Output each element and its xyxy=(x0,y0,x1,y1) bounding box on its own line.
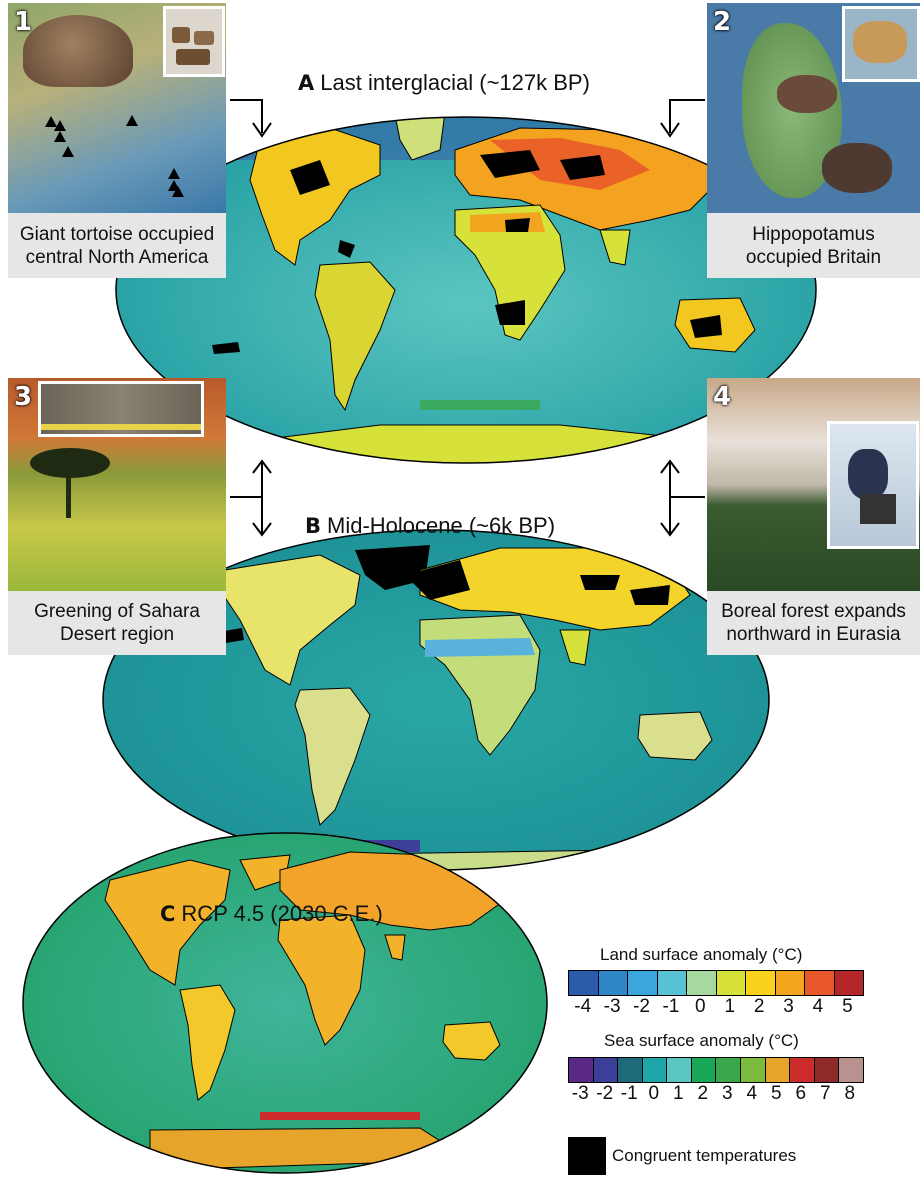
photo-number-2: 2 xyxy=(713,7,732,37)
photo-panel-2: 2 Hippopotamus occupied Britain xyxy=(707,3,920,278)
fossil-inset xyxy=(163,6,225,77)
land-swatch-1 xyxy=(598,971,628,995)
land-tick-5: 1 xyxy=(724,996,736,1017)
land-swatch-0 xyxy=(569,971,599,995)
arrows xyxy=(230,99,705,537)
land-swatch-5 xyxy=(716,971,746,995)
sea-swatch-8 xyxy=(765,1058,791,1082)
sea-swatch-2 xyxy=(618,1058,643,1082)
title-a: A Last interglacial (~127k BP) xyxy=(298,70,590,95)
photo-panel-4: 4 Boreal forest expands northward in Eura… xyxy=(707,378,920,655)
land-tick-3: -1 xyxy=(662,996,680,1017)
hippo-skull-inset xyxy=(842,6,920,82)
land-swatch-4 xyxy=(687,971,717,995)
caption-3: Greening of Sahara Desert region xyxy=(8,591,226,655)
land-color-scale xyxy=(568,970,864,996)
land-swatch-3 xyxy=(657,971,687,995)
hippo-shape-2 xyxy=(822,143,892,193)
photo-number-3: 3 xyxy=(14,382,33,412)
caption-1: Giant tortoise occupied central North Ame… xyxy=(8,213,226,278)
land-tick-9: 5 xyxy=(842,996,853,1017)
land-tick-4: 0 xyxy=(695,996,706,1017)
sea-tick-9: 6 xyxy=(795,1083,807,1104)
sea-swatch-1 xyxy=(593,1058,619,1082)
field-researcher-inset xyxy=(827,421,919,549)
caption-2: Hippopotamus occupied Britain xyxy=(707,213,920,278)
sediment-core-inset xyxy=(38,381,204,437)
sea-tick-1: -2 xyxy=(596,1083,614,1104)
sea-swatch-0 xyxy=(569,1058,594,1082)
sea-swatch-3 xyxy=(642,1058,668,1082)
land-swatch-8 xyxy=(805,971,835,995)
sea-swatch-6 xyxy=(716,1058,742,1082)
land-tick-labels: -4 -3 -2 -1 0 1 2 3 4 5 xyxy=(568,996,862,1018)
congruent-swatch xyxy=(568,1137,606,1175)
land-swatch-7 xyxy=(775,971,805,995)
sea-color-scale xyxy=(568,1057,864,1083)
title-b: B Mid-Holocene (~6k BP) xyxy=(305,513,556,538)
sea-tick-6: 3 xyxy=(721,1083,733,1104)
map-a-north-america xyxy=(249,127,381,266)
land-tick-7: 3 xyxy=(783,996,794,1017)
land-legend-title: Land surface anomaly (°C) xyxy=(600,945,803,964)
congruent-label: Congruent temperatures xyxy=(612,1146,797,1165)
sea-swatch-11 xyxy=(839,1058,863,1082)
site-markers xyxy=(45,115,184,197)
land-tick-6: 2 xyxy=(753,996,765,1017)
map-c-north-america xyxy=(104,859,231,986)
sea-tick-8: 5 xyxy=(770,1083,782,1104)
land-swatch-2 xyxy=(628,971,658,995)
map-b-north-america xyxy=(219,554,361,686)
sea-tick-labels: -3 -2 -1 0 1 2 3 4 5 6 7 8 xyxy=(568,1083,862,1105)
sea-tick-10: 7 xyxy=(819,1083,831,1104)
caption-4: Boreal forest expands northward in Eurasi… xyxy=(707,591,920,655)
sea-swatch-5 xyxy=(691,1058,717,1082)
sea-swatch-4 xyxy=(667,1058,692,1082)
sea-swatch-9 xyxy=(790,1058,815,1082)
sea-tick-0: -3 xyxy=(571,1083,589,1104)
tortoise-shape xyxy=(23,15,133,87)
sea-legend-title: Sea surface anomaly (°C) xyxy=(604,1031,799,1050)
land-swatch-9 xyxy=(834,971,863,995)
sea-tick-5: 2 xyxy=(697,1083,709,1104)
sea-tick-3: 0 xyxy=(648,1083,660,1104)
sea-tick-11: 8 xyxy=(844,1083,856,1104)
sea-tick-7: 4 xyxy=(746,1083,758,1104)
land-tick-8: 4 xyxy=(812,996,824,1017)
photo-number-1: 1 xyxy=(14,7,33,37)
sea-tick-2: -1 xyxy=(620,1083,638,1104)
hippo-shape-1 xyxy=(777,75,837,113)
land-tick-0: -4 xyxy=(574,996,592,1017)
title-c: C RCP 4.5 (2030 C.E.) xyxy=(160,901,383,926)
photo-number-4: 4 xyxy=(713,382,732,412)
sea-swatch-10 xyxy=(814,1058,840,1082)
sea-swatch-7 xyxy=(741,1058,766,1082)
land-swatch-6 xyxy=(746,971,776,995)
photo-panel-1: 1 Giant tortoise occupied central North A… xyxy=(8,3,226,278)
land-tick-2: -2 xyxy=(633,996,650,1017)
photo-panel-3: 3 Greening of Sahara Desert region xyxy=(8,378,226,655)
sea-tick-4: 1 xyxy=(672,1083,684,1104)
land-tick-1: -3 xyxy=(603,996,621,1017)
